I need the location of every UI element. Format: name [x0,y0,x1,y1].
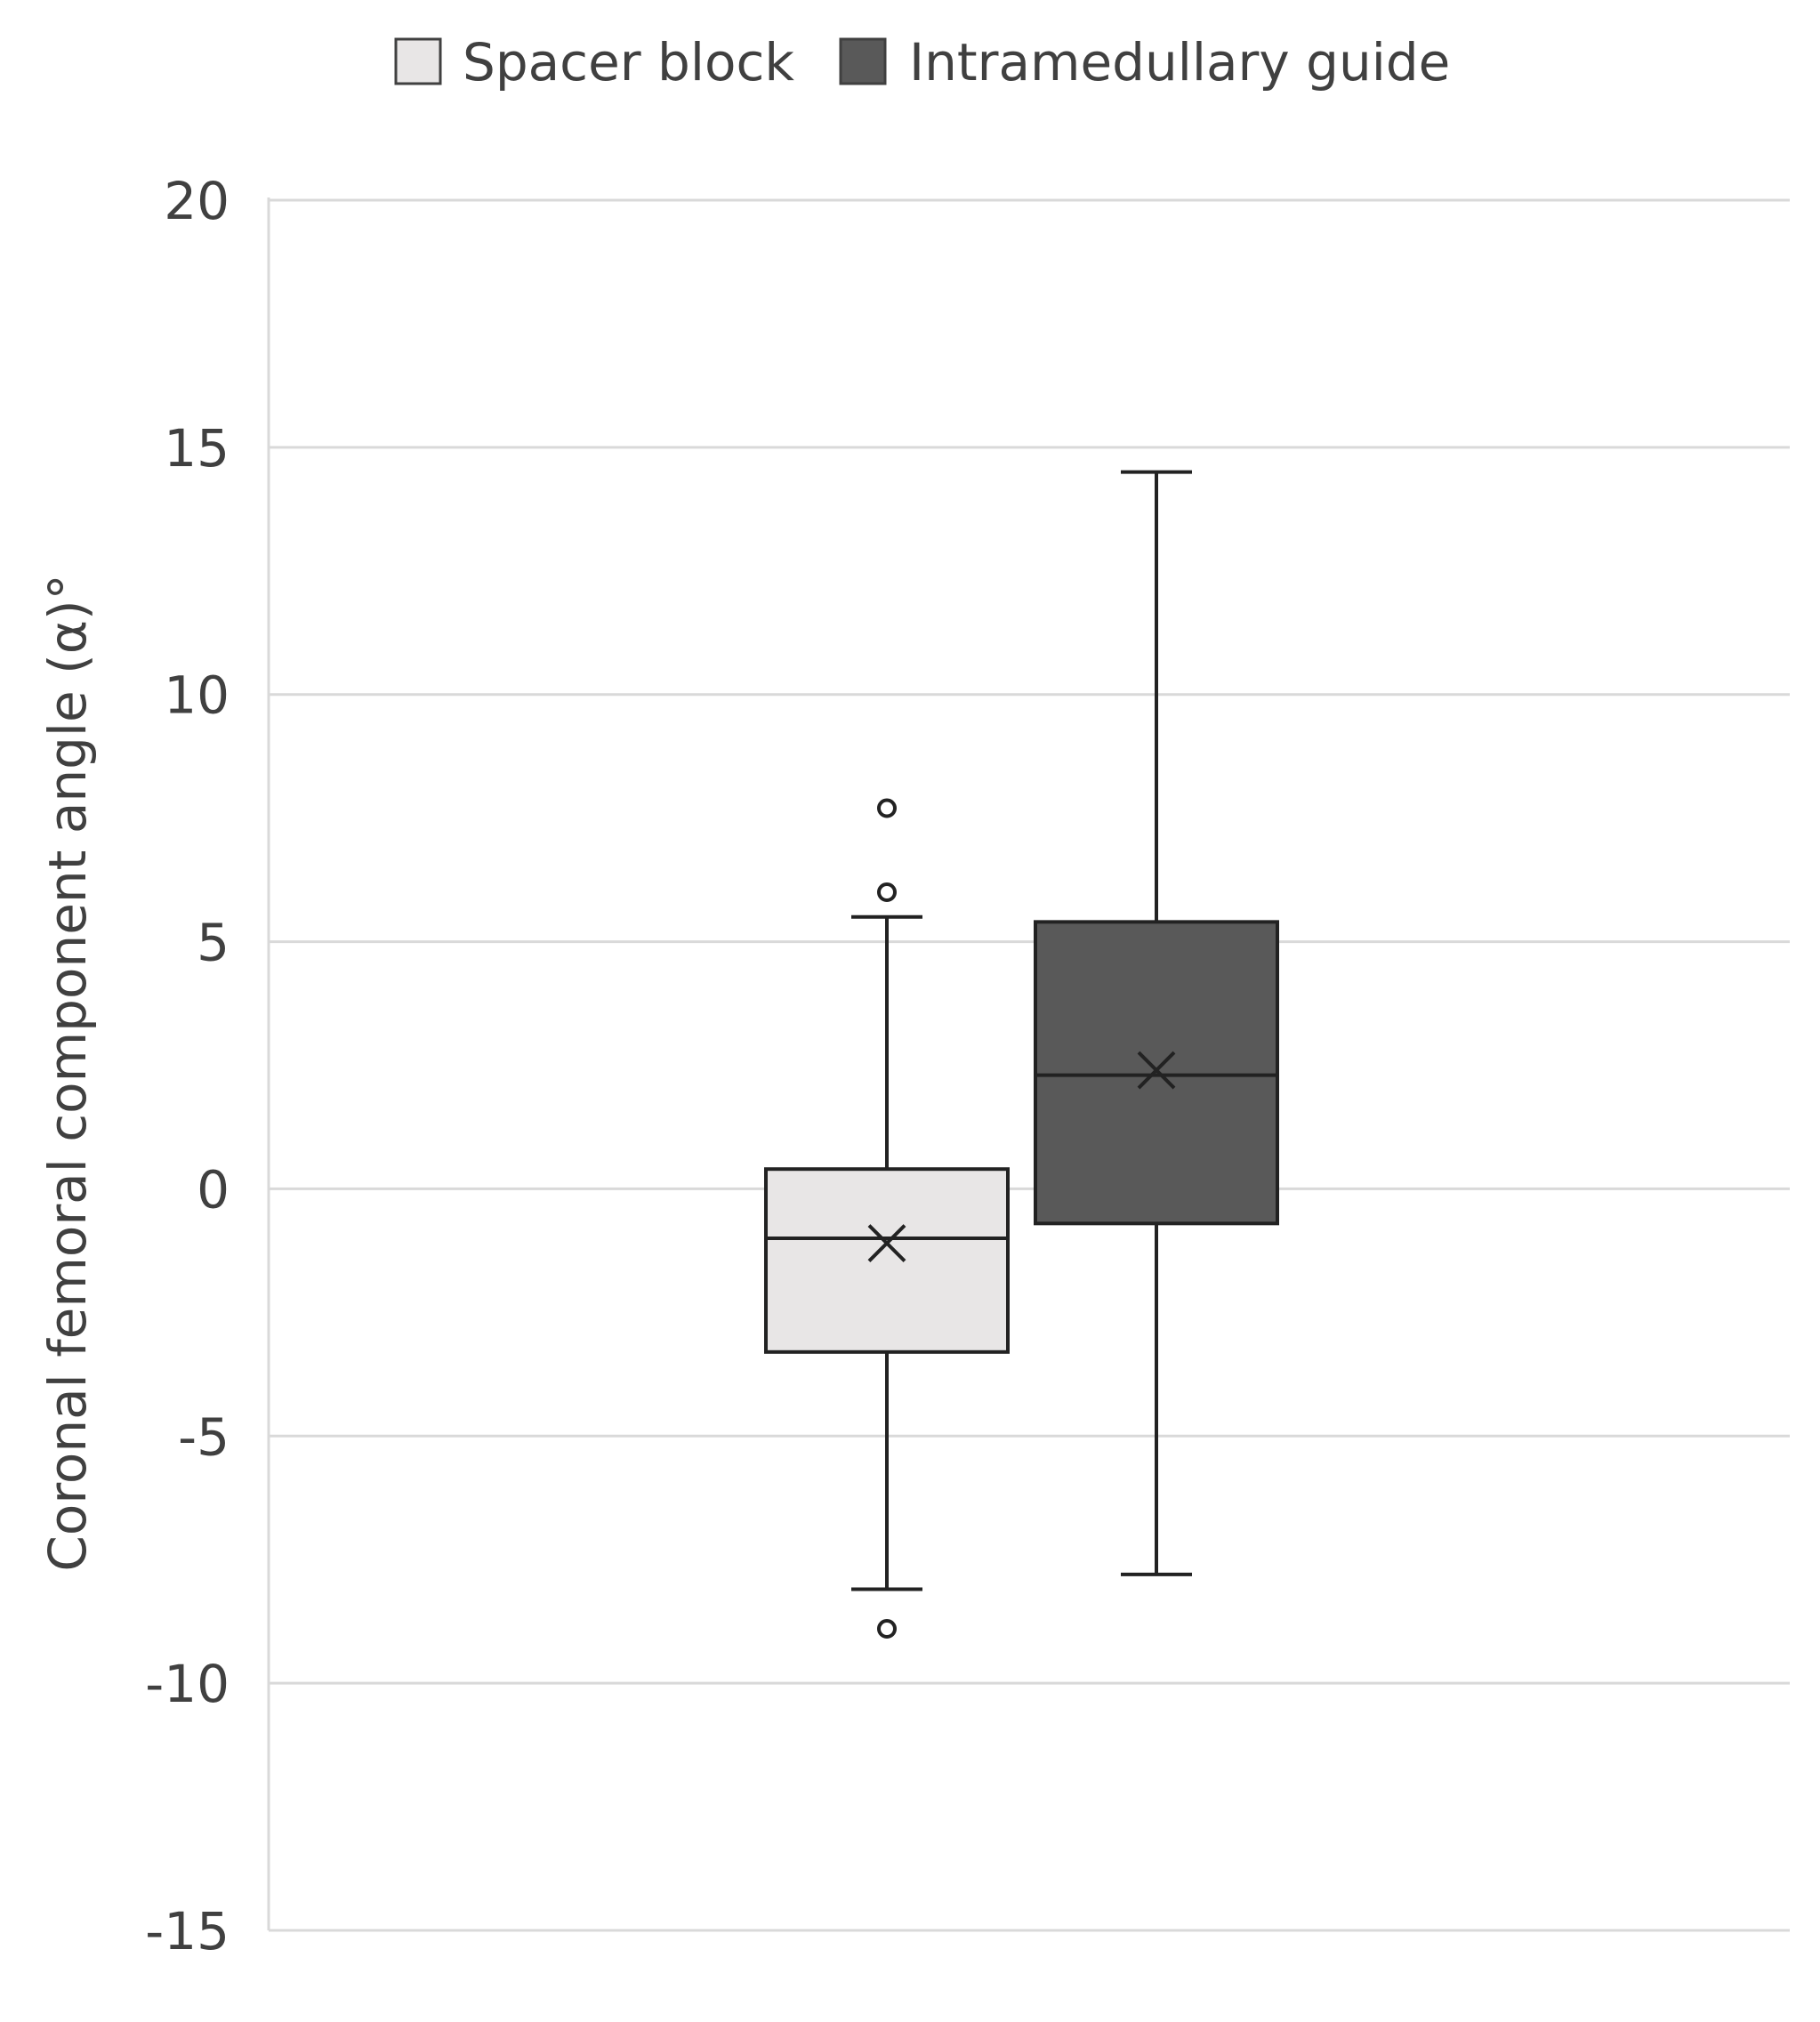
boxes [764,470,1279,1639]
y-tick-label-neg10: -10 [145,1654,230,1714]
mean-marker [1137,1051,1176,1090]
mean-marker [867,1224,906,1262]
outlier-point [877,1619,897,1639]
legend-label-spacer-block: Spacer block [463,32,794,93]
outlier-point [877,882,897,902]
box-0 [764,798,1010,1639]
box-1 [1034,470,1279,1576]
gridlines [269,198,1790,1932]
y-tick-labels: -15 -10 -5 0 5 10 15 20 [145,171,230,1962]
legend-swatch-intramedullary-guide [839,37,887,85]
y-tick-label-10: 10 [164,665,230,726]
legend: Spacer block Intramedullary guide [394,32,1450,93]
y-tick-label-neg5: -5 [178,1406,230,1467]
y-tick-label-15: 15 [164,418,230,479]
y-axis-label: Coronal femoral component angle (α)° [37,574,98,1571]
y-tick-label-neg15: -15 [145,1901,230,1962]
iqr-box [764,1167,1010,1354]
y-tick-label-20: 20 [164,171,230,231]
legend-label-intramedullary-guide: Intramedullary guide [909,32,1450,93]
outlier-point [877,798,897,818]
y-tick-label-0: 0 [197,1159,230,1220]
legend-swatch-spacer-block [394,37,442,85]
y-tick-label-5: 5 [197,913,230,973]
